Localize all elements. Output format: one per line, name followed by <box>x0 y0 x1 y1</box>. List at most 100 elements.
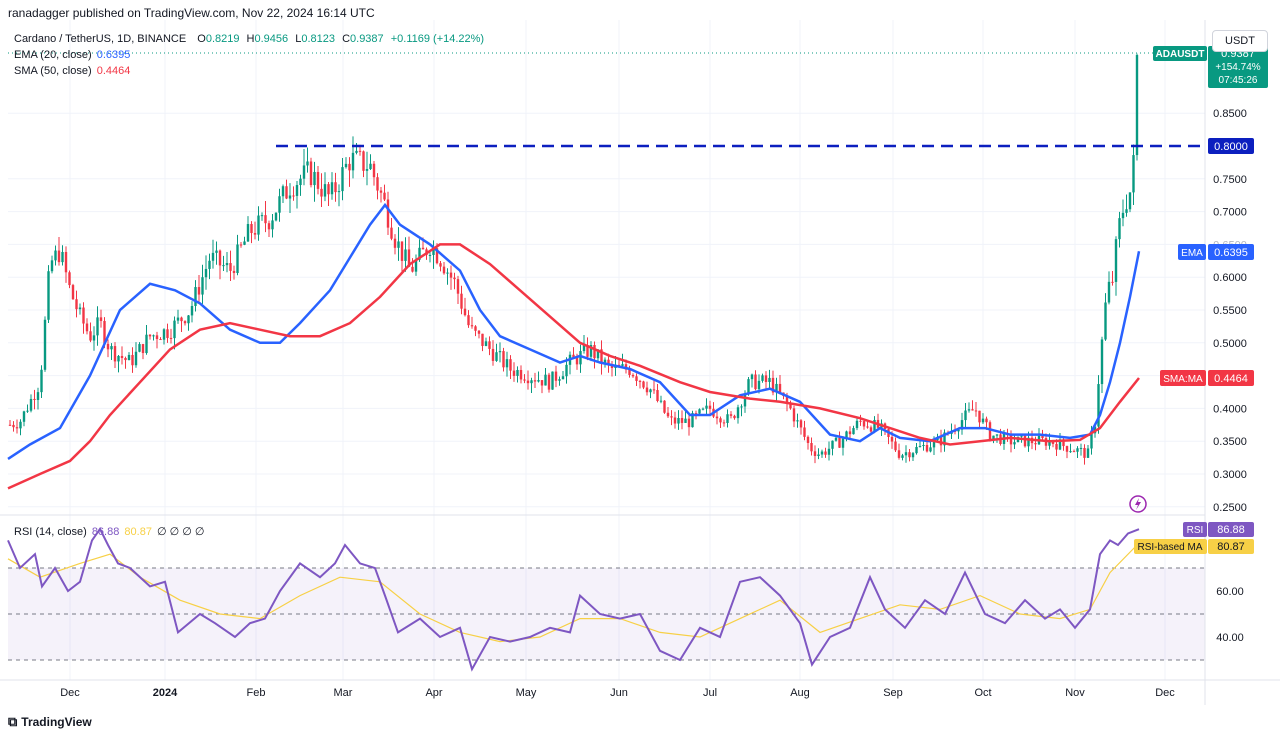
candle-body <box>1128 192 1132 210</box>
candle-body <box>1048 440 1051 446</box>
candle-body <box>250 224 253 234</box>
rsi-ma-legend-value: 80.87 <box>124 526 152 538</box>
lightning-icon[interactable] <box>1129 495 1147 513</box>
candle-body <box>449 272 453 278</box>
candle-body <box>481 333 484 346</box>
candle-body <box>400 241 404 261</box>
candle-body <box>1107 281 1111 303</box>
candle-body <box>15 427 19 429</box>
candle-body <box>666 412 670 417</box>
change-value: +0.1169 (+14.22%) <box>390 33 485 45</box>
currency-button[interactable]: USDT <box>1212 30 1268 52</box>
time-tick-label: Dec <box>1155 687 1175 699</box>
candle-body <box>467 315 470 326</box>
sma-tag: SMA:MA 0.4464 <box>1160 370 1254 386</box>
candle-body <box>652 389 656 391</box>
candle-body <box>1069 451 1072 453</box>
candle-body <box>701 408 705 410</box>
high-label: H <box>246 33 255 45</box>
candle-body <box>607 359 610 365</box>
svg-text:EMA: EMA <box>1181 248 1203 259</box>
candle-body <box>677 418 680 424</box>
candle-body <box>257 215 260 235</box>
candle-body <box>589 345 593 357</box>
candle-body <box>810 442 813 452</box>
candle-body <box>120 355 124 359</box>
price-tick-label: 0.2500 <box>1213 502 1247 514</box>
candle-body <box>834 437 838 441</box>
candle-body <box>124 358 127 361</box>
candle-body <box>785 396 789 404</box>
close-value: 0.9387 <box>350 33 384 45</box>
time-tick-label: May <box>516 687 537 699</box>
candle-body <box>974 410 978 412</box>
time-tick-label: Mar <box>334 687 353 699</box>
candle-body <box>1009 435 1013 445</box>
candle-body <box>1062 439 1065 447</box>
candle-body <box>1058 439 1062 450</box>
candle-body <box>264 215 267 224</box>
candle-body <box>523 379 526 381</box>
candle-body <box>89 331 92 341</box>
candle-body <box>992 435 995 441</box>
candle-body <box>1086 448 1090 458</box>
candle-body <box>288 195 292 199</box>
time-tick-label: Sep <box>883 687 903 699</box>
candle-body <box>411 266 414 272</box>
candle-body <box>684 418 687 423</box>
low-value: 0.8123 <box>301 33 335 45</box>
candle-body <box>663 400 666 413</box>
candle-body <box>456 279 460 294</box>
candle-body <box>894 441 897 451</box>
candle-body <box>194 287 197 306</box>
candle-body <box>260 215 264 217</box>
candle-body <box>404 249 407 261</box>
price-tick-label: 0.3500 <box>1213 436 1247 448</box>
candle-body <box>740 406 743 408</box>
candle-body <box>873 419 876 432</box>
candle-body <box>845 431 848 439</box>
candle-body <box>334 182 337 193</box>
candle-body <box>544 374 547 386</box>
candle-body <box>75 299 78 310</box>
candle-body <box>306 161 309 166</box>
candle-body <box>183 321 187 324</box>
candle-body <box>337 191 341 193</box>
candle-body <box>852 428 855 435</box>
candle-body <box>817 454 820 456</box>
candle-body <box>159 339 162 341</box>
svg-text:0.8000: 0.8000 <box>1214 141 1248 153</box>
candle-body <box>253 233 257 235</box>
candle-body <box>78 307 82 310</box>
candle-body <box>141 344 145 354</box>
candle-body <box>957 429 960 432</box>
candle-body <box>1034 443 1037 445</box>
candle-body <box>169 337 173 339</box>
candle-body <box>761 375 764 381</box>
candle-body <box>862 421 866 427</box>
time-tick-label: 2024 <box>153 687 178 699</box>
candle-body <box>274 212 278 221</box>
candle-body <box>960 420 964 430</box>
ema-legend-label: EMA (20, close) <box>14 49 92 61</box>
candle-body <box>379 190 383 193</box>
candle-body <box>981 418 985 423</box>
candle-body <box>1097 384 1100 427</box>
candle-body <box>376 177 379 191</box>
sma-legend-label: SMA (50, close) <box>14 65 92 77</box>
tradingview-footer[interactable]: ⧉ TradingView <box>8 714 92 730</box>
candle-body <box>344 163 348 168</box>
candle-body <box>687 418 691 428</box>
candle-body <box>813 451 817 456</box>
candle-body <box>1090 433 1093 449</box>
candle-body <box>603 359 607 364</box>
candle-body <box>208 260 211 269</box>
candle-body <box>995 434 999 436</box>
candle-body <box>1072 451 1076 453</box>
candle-body <box>176 317 180 321</box>
candle-body <box>806 436 810 443</box>
candle-body <box>964 410 967 421</box>
candle-body <box>421 247 425 250</box>
candle-body <box>645 387 649 393</box>
